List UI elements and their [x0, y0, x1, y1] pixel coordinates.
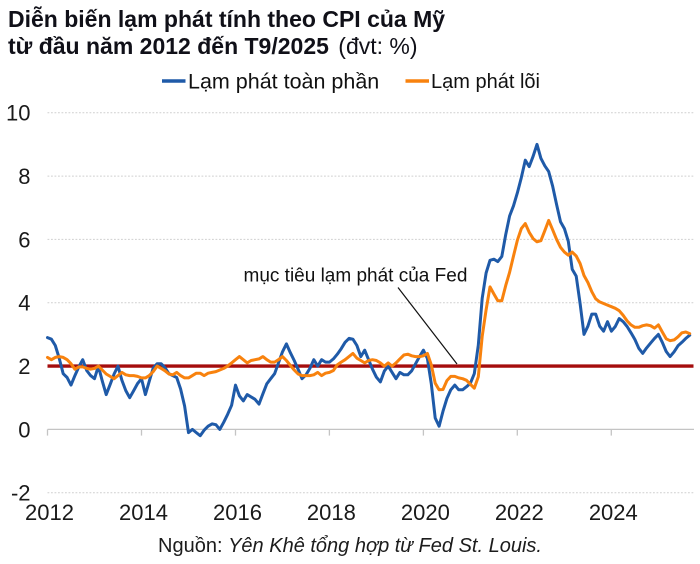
- svg-text:Lạm phát toàn phần: Lạm phát toàn phần: [188, 70, 379, 94]
- svg-text:6: 6: [18, 227, 30, 252]
- svg-text:2012: 2012: [25, 500, 74, 525]
- svg-text:2: 2: [18, 354, 30, 379]
- svg-text:mục tiêu lạm phát của Fed: mục tiêu lạm phát của Fed: [244, 266, 468, 287]
- svg-text:2014: 2014: [119, 500, 168, 525]
- svg-text:2020: 2020: [401, 500, 450, 525]
- svg-text:2022: 2022: [495, 500, 544, 525]
- svg-text:2016: 2016: [213, 500, 262, 525]
- svg-text:0: 0: [18, 417, 30, 442]
- svg-text:2018: 2018: [307, 500, 356, 525]
- svg-text:Nguồn: Yên Khê tổng hợp từ Fed: Nguồn: Yên Khê tổng hợp từ Fed St. Louis…: [158, 535, 542, 557]
- svg-text:4: 4: [18, 291, 30, 316]
- svg-text:8: 8: [18, 164, 30, 189]
- svg-text:Diễn biến lạm phát tính theo C: Diễn biến lạm phát tính theo CPI của Mỹ: [8, 5, 445, 32]
- svg-text:-2: -2: [11, 481, 31, 506]
- svg-text:từ đầu năm 2012 đến T9/2025 (đ: từ đầu năm 2012 đến T9/2025 (đvt: %): [8, 33, 418, 59]
- svg-text:2024: 2024: [589, 500, 638, 525]
- svg-text:10: 10: [6, 101, 30, 126]
- svg-text:Lạm phát lõi: Lạm phát lõi: [431, 71, 540, 93]
